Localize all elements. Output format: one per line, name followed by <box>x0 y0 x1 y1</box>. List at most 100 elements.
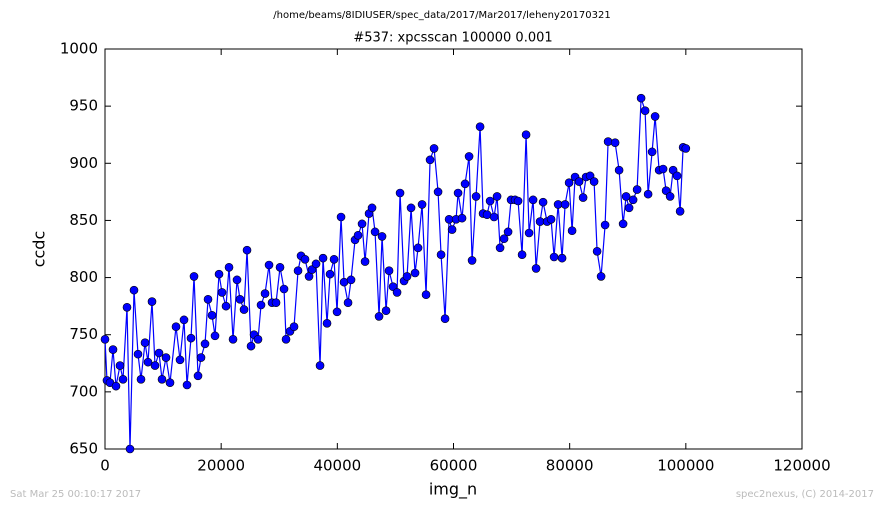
y-axis-label: ccdc <box>30 231 49 268</box>
data-point <box>253 334 263 344</box>
data-point <box>658 164 668 174</box>
data-point <box>179 315 189 325</box>
data-point <box>592 246 602 256</box>
footer-right: spec2nexus, (C) 2014-2017 <box>736 489 874 500</box>
data-point <box>429 144 439 153</box>
data-point <box>381 306 391 316</box>
data-point <box>260 289 270 298</box>
data-point <box>189 272 199 281</box>
data-point <box>453 188 463 198</box>
data-point <box>495 243 505 253</box>
data-point <box>100 334 110 344</box>
data-point <box>318 253 328 263</box>
data-point <box>133 349 143 359</box>
data-point <box>517 250 527 260</box>
y-tick-label: 850 <box>69 211 98 229</box>
data-point <box>377 232 387 241</box>
data-point <box>567 226 577 236</box>
data-point <box>165 378 175 388</box>
data-point <box>636 93 646 103</box>
data-point <box>182 380 192 390</box>
data-point <box>650 112 660 121</box>
data-point <box>343 298 353 308</box>
y-tick-label: 750 <box>69 325 98 343</box>
data-point <box>221 301 231 311</box>
data-point <box>600 220 610 230</box>
x-axis-label: img_n <box>429 480 477 500</box>
data-point <box>118 374 128 384</box>
data-point <box>125 444 135 454</box>
data-point <box>425 155 435 165</box>
data-point <box>632 185 642 194</box>
data-point <box>614 165 624 175</box>
y-tick-label: 950 <box>69 97 98 115</box>
data-point <box>242 245 252 255</box>
chart-title: #537: xpcsscan 100000 0.001 <box>353 31 552 46</box>
data-point <box>417 200 427 209</box>
data-point <box>596 272 606 281</box>
y-tick-label: 650 <box>69 440 98 458</box>
data-point <box>640 106 650 116</box>
data-point <box>232 275 242 285</box>
data-point <box>207 310 217 320</box>
data-point <box>413 243 423 253</box>
data-point <box>528 195 538 205</box>
x-tick-label: 40000 <box>313 457 361 475</box>
data-point <box>228 334 238 344</box>
data-point <box>108 345 118 354</box>
data-point <box>485 196 495 206</box>
x-tick-label: 120000 <box>773 457 830 475</box>
data-point <box>360 257 370 266</box>
data-point <box>264 260 274 270</box>
data-point <box>589 177 599 186</box>
data-point <box>214 269 224 279</box>
y-tick-label: 800 <box>69 268 98 286</box>
data-point <box>300 254 310 264</box>
data-point <box>136 374 146 384</box>
data-point <box>672 171 682 181</box>
data-point <box>322 318 332 328</box>
data-point <box>336 212 346 222</box>
data-point <box>524 228 534 238</box>
data-point <box>392 288 402 297</box>
data-point <box>433 187 443 197</box>
data-point <box>275 262 285 272</box>
data-point <box>143 357 153 367</box>
data-point <box>193 371 203 381</box>
suptitle: /home/beams/8IDIUSER/spec_data/2017/Mar2… <box>273 10 610 21</box>
data-point <box>643 189 653 199</box>
data-point <box>492 192 502 201</box>
data-point <box>147 297 157 306</box>
data-point <box>332 307 342 317</box>
data-point <box>315 361 325 370</box>
data-point <box>471 192 481 201</box>
data-point <box>549 252 559 262</box>
data-point <box>531 264 541 273</box>
data-point <box>618 219 628 229</box>
data-point <box>203 294 213 304</box>
x-tick-label: 80000 <box>546 457 594 475</box>
data-point <box>647 147 657 157</box>
data-point <box>440 314 450 324</box>
data-point <box>560 200 570 209</box>
data-point <box>538 197 548 207</box>
data-point <box>557 253 567 263</box>
data-point <box>346 275 356 285</box>
data-point <box>329 254 339 264</box>
footer-left: Sat Mar 25 00:10:17 2017 <box>10 489 141 500</box>
data-point <box>546 214 556 224</box>
data-point <box>384 266 394 276</box>
data-point <box>357 219 367 229</box>
data-point <box>665 192 675 201</box>
data-point <box>196 353 206 362</box>
data-point <box>621 192 631 201</box>
x-tick-label: 20000 <box>197 457 245 475</box>
data-point <box>475 122 485 132</box>
data-point <box>489 212 499 222</box>
y-tick-label: 1000 <box>60 40 98 58</box>
data-point <box>154 348 164 358</box>
data-point <box>503 227 513 237</box>
y-tick-label: 700 <box>69 382 98 400</box>
data-point <box>289 322 299 332</box>
data-point <box>367 203 377 213</box>
